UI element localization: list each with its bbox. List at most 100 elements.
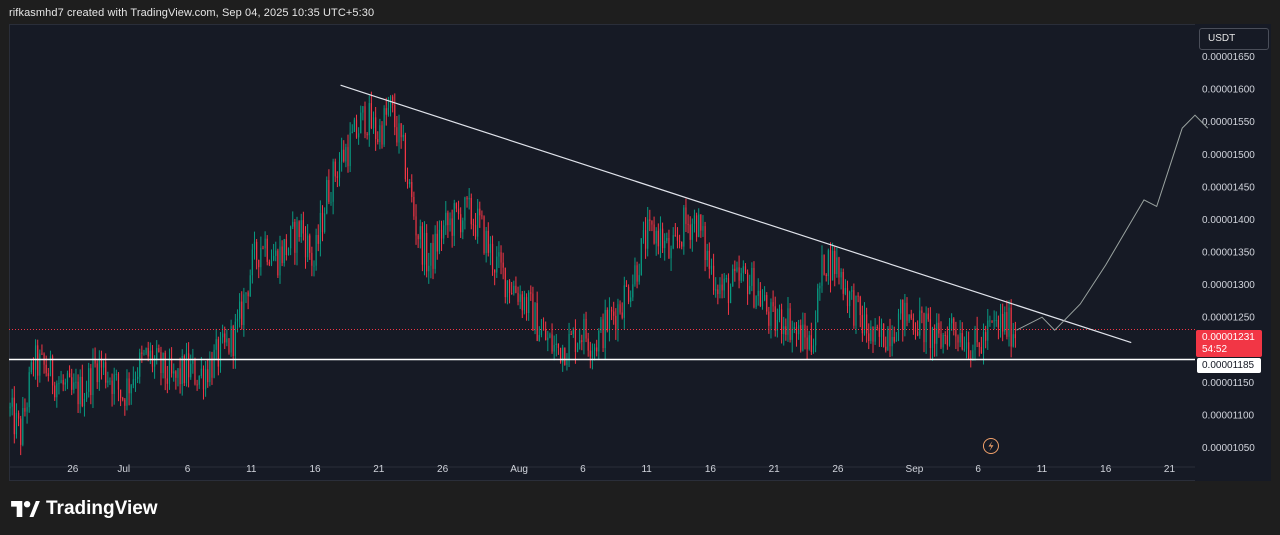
flash-icon[interactable] bbox=[982, 438, 999, 454]
candle-body bbox=[855, 295, 857, 326]
chart-frame[interactable] bbox=[9, 24, 1271, 481]
tradingview-brand[interactable]: TradingView bbox=[11, 498, 158, 520]
candle-body bbox=[942, 335, 944, 348]
footer bbox=[0, 482, 1280, 535]
attribution-text: rifkasmhd7 created with TradingView.com,… bbox=[9, 7, 375, 19]
candle-body bbox=[251, 249, 253, 276]
candle-body bbox=[213, 349, 215, 378]
candle-body bbox=[683, 207, 685, 247]
candle-body bbox=[9, 406, 11, 409]
candle-body bbox=[821, 255, 823, 286]
candle-body bbox=[370, 103, 372, 129]
candle-body bbox=[647, 219, 649, 249]
candle-body bbox=[113, 374, 115, 394]
candle-body bbox=[73, 382, 75, 390]
candle-body bbox=[936, 322, 938, 344]
price-axis[interactable] bbox=[1195, 24, 1271, 481]
candle-body bbox=[111, 380, 113, 394]
candle-body bbox=[574, 329, 577, 352]
candle-body bbox=[900, 299, 902, 314]
time-tick-label: 16 bbox=[705, 464, 717, 475]
candle-body bbox=[564, 347, 566, 365]
candle-body bbox=[891, 336, 893, 347]
candle-body bbox=[75, 381, 77, 383]
candle-body bbox=[583, 318, 585, 342]
price-tick-label: 0.00001500 bbox=[1202, 150, 1255, 161]
candle-body bbox=[58, 383, 60, 385]
candle-body bbox=[732, 268, 734, 287]
candle-body bbox=[196, 384, 198, 386]
candle-body bbox=[400, 123, 402, 138]
candle-body bbox=[725, 278, 727, 280]
candle-body bbox=[693, 215, 696, 224]
candle-body bbox=[549, 334, 551, 338]
candle-body bbox=[521, 294, 523, 311]
candle-body bbox=[604, 309, 606, 349]
candle-body bbox=[207, 369, 209, 383]
candle-body bbox=[761, 300, 764, 307]
candle-body bbox=[345, 147, 347, 162]
candle-body bbox=[270, 260, 273, 265]
candle-body bbox=[897, 313, 900, 341]
candle-body bbox=[362, 106, 364, 113]
candle-body bbox=[232, 326, 234, 357]
candle-body bbox=[94, 358, 96, 364]
candle-body bbox=[226, 338, 228, 343]
projected-path[interactable] bbox=[1016, 114, 1209, 331]
time-tick-label: 11 bbox=[641, 464, 652, 475]
currency-selector[interactable]: USDT bbox=[1199, 28, 1269, 50]
candle-body bbox=[396, 127, 398, 143]
candle-body bbox=[734, 268, 736, 272]
candle-body bbox=[934, 327, 936, 344]
price-tick-label: 0.00001650 bbox=[1202, 52, 1255, 63]
candle-body bbox=[415, 216, 417, 236]
candle-body bbox=[381, 125, 383, 145]
candle-body bbox=[428, 265, 430, 272]
candle-body bbox=[338, 161, 341, 178]
candle-body bbox=[681, 241, 683, 247]
candle-body bbox=[840, 272, 842, 278]
candle-body bbox=[124, 399, 126, 406]
candle-body bbox=[234, 321, 236, 357]
candle-body bbox=[455, 203, 458, 209]
candle-body bbox=[640, 238, 642, 276]
candle-body bbox=[275, 250, 277, 256]
candle-body bbox=[515, 285, 517, 293]
candle-body bbox=[290, 226, 292, 249]
candle-body bbox=[715, 289, 717, 291]
support-level-label: 0.00001185 bbox=[1197, 358, 1261, 373]
candle-body bbox=[919, 310, 921, 336]
candle-body bbox=[1012, 334, 1014, 347]
candle-body bbox=[591, 350, 594, 357]
candle-body bbox=[812, 345, 815, 352]
candle-body bbox=[553, 344, 555, 352]
price-chart[interactable]: 0.000010500.000011000.000011500.00001200… bbox=[9, 24, 1271, 481]
candle-body bbox=[385, 108, 387, 115]
candle-body bbox=[753, 267, 755, 308]
candle-body bbox=[759, 290, 761, 307]
candle-body bbox=[921, 310, 923, 314]
candle-body bbox=[54, 385, 56, 398]
candle-body bbox=[90, 368, 92, 395]
candle-body bbox=[991, 320, 993, 322]
candle-body bbox=[1010, 307, 1012, 347]
candle-body bbox=[931, 327, 934, 349]
candle-body bbox=[832, 250, 834, 281]
candle-body bbox=[149, 350, 151, 357]
candle-body bbox=[749, 285, 751, 295]
candle-body bbox=[360, 112, 362, 134]
candle-body bbox=[281, 246, 283, 264]
candle-body bbox=[630, 297, 632, 302]
candle-body bbox=[173, 371, 175, 374]
candle-body bbox=[989, 320, 991, 322]
candle-body bbox=[804, 324, 806, 338]
candle-body bbox=[1008, 307, 1010, 337]
candle-body bbox=[122, 398, 124, 400]
price-tick-label: 0.00001100 bbox=[1202, 410, 1255, 421]
candle-body bbox=[351, 131, 353, 133]
descending-trendline[interactable] bbox=[340, 84, 1132, 344]
candle-body bbox=[957, 336, 959, 343]
candle-body bbox=[987, 320, 989, 341]
price-tick-label: 0.00001350 bbox=[1202, 248, 1255, 259]
candle-body bbox=[781, 309, 783, 335]
